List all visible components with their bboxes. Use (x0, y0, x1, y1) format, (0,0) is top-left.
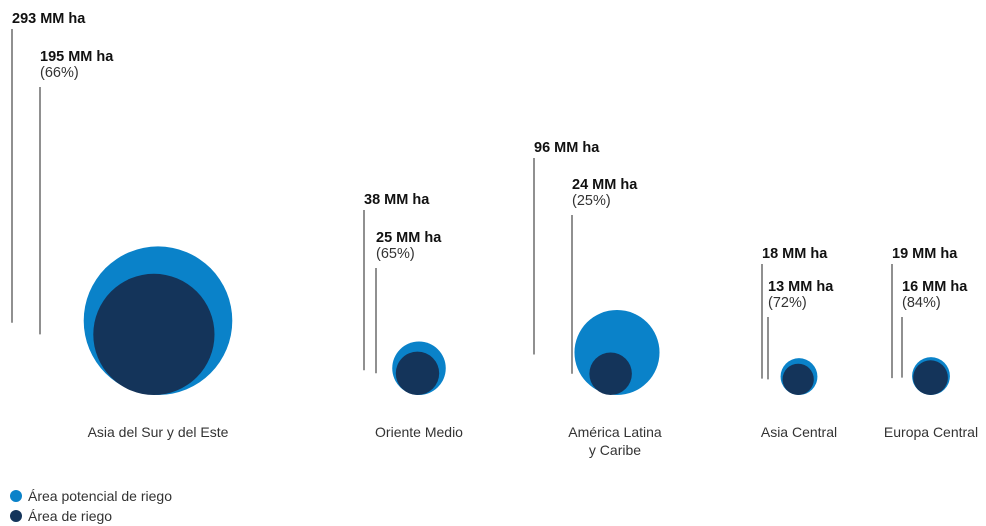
label-pct-asia-del-sur-y-del-este: (66%) (40, 65, 79, 81)
region-name-oriente-medio: Oriente Medio (375, 424, 463, 440)
label-total-america-latina-y-caribe: 96 MM ha (534, 140, 600, 156)
legend-label-irrigated: Área de riego (28, 508, 113, 524)
irrigated-bubble-asia-del-sur-y-del-este (93, 273, 215, 395)
region-name-europa-central: Europa Central (884, 424, 978, 440)
label-irrigated-america-latina-y-caribe: 24 MM ha (572, 177, 638, 193)
label-pct-america-latina-y-caribe: (25%) (572, 193, 611, 209)
irrigated-bubble-america-latina-y-caribe (589, 352, 632, 395)
label-irrigated-asia-del-sur-y-del-este: 195 MM ha (40, 49, 114, 65)
region-name-asia-del-sur-y-del-este: Asia del Sur y del Este (88, 424, 229, 440)
irrigated-bubble-europa-central (913, 360, 948, 396)
label-total-asia-central: 18 MM ha (762, 246, 828, 262)
legend: Área potencial de riego Área de riego (10, 486, 172, 526)
irrigated-bubble-oriente-medio (395, 351, 440, 395)
legend-item-potential: Área potencial de riego (10, 486, 172, 506)
label-pct-oriente-medio: (65%) (376, 246, 415, 262)
region-name-america-latina-y-caribe: América Latina (568, 424, 662, 440)
region-name-asia-central: Asia Central (761, 424, 837, 440)
legend-swatch-potential (10, 490, 22, 502)
label-irrigated-europa-central: 16 MM ha (902, 279, 968, 295)
legend-label-potential: Área potencial de riego (28, 488, 172, 504)
label-total-europa-central: 19 MM ha (892, 246, 958, 262)
label-pct-europa-central: (84%) (902, 295, 941, 311)
irrigated-bubble-asia-central (782, 363, 814, 395)
region-name-america-latina-y-caribe: y Caribe (589, 442, 641, 458)
label-pct-asia-central: (72%) (768, 295, 807, 311)
legend-swatch-irrigated (10, 510, 22, 522)
label-total-asia-del-sur-y-del-este: 293 MM ha (12, 11, 86, 27)
label-irrigated-asia-central: 13 MM ha (768, 279, 834, 295)
label-total-oriente-medio: 38 MM ha (364, 192, 430, 208)
legend-item-irrigated: Área de riego (10, 506, 172, 526)
label-irrigated-oriente-medio: 25 MM ha (376, 230, 442, 246)
